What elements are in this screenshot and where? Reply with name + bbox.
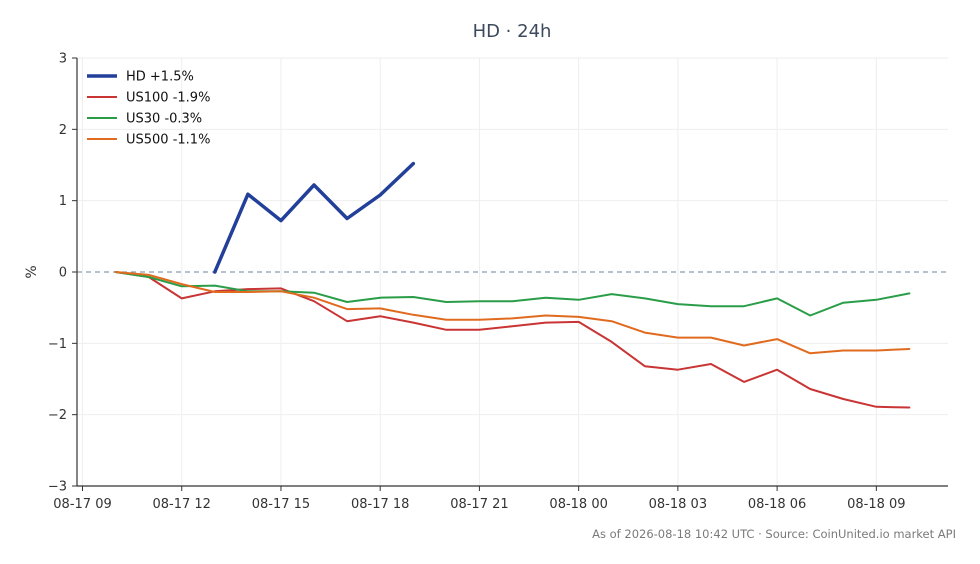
x-tick-label-6: 08-18 03 bbox=[649, 497, 707, 512]
y-tick-label-0: 3 bbox=[59, 52, 67, 67]
series-line-2 bbox=[114, 271, 911, 317]
y-axis-label: % bbox=[24, 265, 40, 278]
y-tick-label-1: 2 bbox=[59, 123, 67, 138]
series-line-3 bbox=[114, 271, 911, 355]
y-tick-label-4: −1 bbox=[48, 337, 67, 352]
y-tick-label-6: −3 bbox=[48, 480, 67, 495]
x-tick-label-7: 08-18 06 bbox=[748, 497, 806, 512]
x-tick-label-8: 08-18 09 bbox=[847, 497, 905, 512]
x-tick-label-2: 08-17 15 bbox=[252, 497, 310, 512]
series-line-0 bbox=[213, 161, 416, 274]
x-tick-label-4: 08-17 21 bbox=[450, 497, 508, 512]
legend-label-2: US30 -0.3% bbox=[126, 112, 202, 127]
x-tick-label-3: 08-17 18 bbox=[351, 497, 409, 512]
chart-title: HD · 24h bbox=[473, 21, 552, 42]
x-tick-label-1: 08-17 12 bbox=[153, 497, 211, 512]
axes: 3 2 1 0 −1 −2 −3 08-17 09 08-17 12 08-17 15 08-17 … bbox=[48, 52, 948, 512]
legend-label-1: US100 -1.9% bbox=[126, 91, 210, 106]
legend-label-3: US500 -1.1% bbox=[126, 133, 210, 148]
legend-label-0: HD +1.5% bbox=[126, 70, 194, 85]
y-tick-label-3: 0 bbox=[59, 266, 67, 281]
x-tick-label-5: 08-18 00 bbox=[549, 497, 607, 512]
legend: HD +1.5% US100 -1.9% US30 -0.3% US500 -1.1% bbox=[87, 70, 210, 148]
footer-note: As of 2026-08-18 10:42 UTC · Source: Coi… bbox=[592, 527, 956, 541]
series-layer bbox=[114, 161, 911, 409]
y-tick-label-5: −2 bbox=[48, 408, 67, 423]
x-tick-label-0: 08-17 09 bbox=[53, 497, 111, 512]
series-line-1 bbox=[114, 271, 911, 409]
y-tick-label-2: 1 bbox=[59, 194, 67, 209]
